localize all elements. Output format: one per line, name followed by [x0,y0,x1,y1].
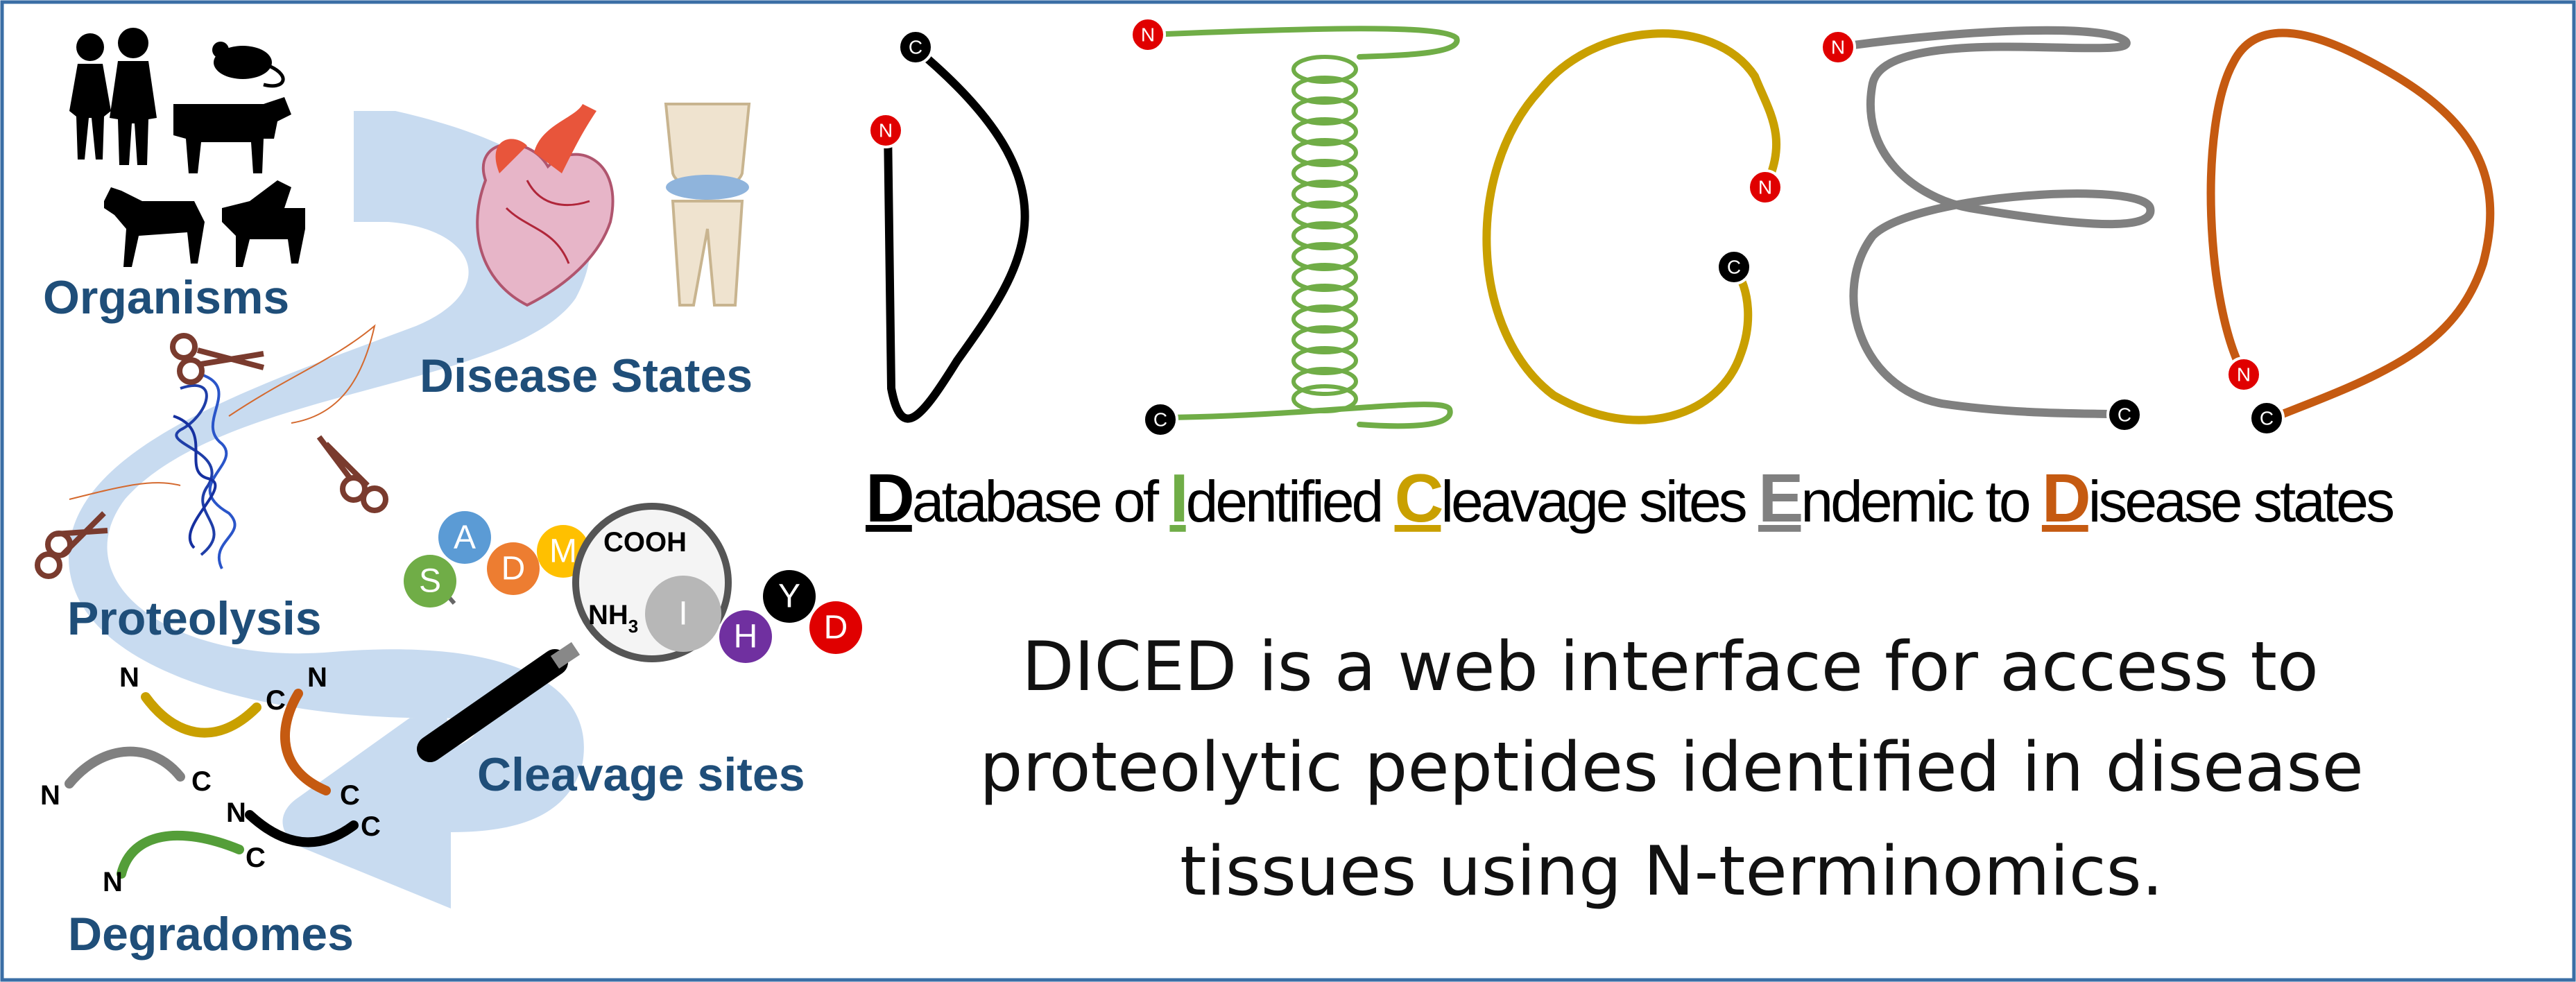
c-terminus-label: C [266,685,286,716]
cooh-label: COOH [603,527,687,558]
description-line-2: proteolytic peptides identified in disea… [979,728,2364,807]
c-tag-label: C [2118,404,2131,426]
label-degradomes: Degradomes [68,908,354,961]
amino-acid-label: D [824,610,848,646]
c-tag [898,29,934,65]
magnifier-icon [417,503,732,762]
n-tag [1130,17,1166,53]
c-tag [2106,397,2143,433]
logo-letter-i-coil [1291,55,1358,413]
logo-letter-d [884,44,1029,423]
label-organisms: Organisms [43,271,289,324]
degradome-termini: N C N N C C N C N C [40,662,381,897]
left-panel: Organisms Disease States [35,28,862,961]
n-terminus-label: N [103,867,123,897]
amino-acid-bead [404,555,456,608]
amino-acid-label: Y [778,578,800,615]
acronym-rest: isease states [2088,469,2393,534]
amino-acid-bead [809,601,862,654]
n-terminus-label: N [307,662,327,693]
amino-acid-bead [438,511,491,564]
amino-acid-label: S [419,563,441,600]
label-proteolysis: Proteolysis [67,592,322,645]
n-tag [1747,169,1783,205]
n-tag-label: N [1141,24,1155,46]
acronym-rest: ndemic to [1801,469,2042,534]
scissors-icon [35,511,108,579]
amino-acid-label: H [734,619,758,655]
acronym-expansion: Database of Identified Cleavage sites En… [866,460,2393,536]
logo-letter-i [1145,26,1460,429]
n-tag [868,112,904,148]
n-tag [1820,29,1856,65]
description-line-1: DICED is a web interface for access to [1022,628,2319,707]
c-terminus-label: C [361,811,381,842]
n-terminus-label: N [119,662,139,693]
n-tag-label: N [1758,177,1772,198]
n-tag-label: N [2237,364,2251,386]
n-terminus-label: N [40,780,60,811]
n-tag-label: N [879,120,893,141]
amino-acid-label: A [454,519,476,556]
acronym-cap-d2: D [2042,460,2088,536]
c-tag [1716,249,1752,285]
peptide-beads-right: H Y D [719,570,862,663]
scissors-icon [316,435,388,513]
nh3-label: NH3 [588,600,638,637]
c-terminus-label: C [246,843,266,873]
n-tag [2226,356,2262,393]
acronym-rest: leavage sites [1441,469,1758,534]
n-terminus-label: N [226,798,246,828]
workflow-s-arrow [68,111,590,908]
label-disease-states: Disease States [420,350,753,402]
c-tag-label: C [909,37,922,58]
degradome-fragments [65,689,359,879]
acronym-cap-i: I [1169,460,1185,536]
c-tag [1142,402,1178,438]
c-terminus-label: C [340,780,360,811]
peptide-beads: S A D M [404,511,590,608]
n-tag-label: N [1831,37,1845,58]
organisms-icon [69,28,305,267]
amino-acid-label: I [678,596,687,632]
amino-acid-bead [719,610,772,663]
amino-acid-label: M [549,533,577,570]
amino-acid-bead [487,542,540,595]
acronym-rest: dentified [1186,469,1395,534]
scissors-icon [170,333,265,385]
knee-joint-icon [664,103,751,307]
acronym-cap-d: D [866,460,912,536]
logo-letter-d2 [2206,28,2495,424]
label-cleavage-sites: Cleavage sites [477,748,805,801]
heart-icon [476,104,615,307]
description-line-3: tissues using N-terminomics. [1180,832,2163,911]
c-tag [2249,400,2285,436]
logo-letter-e [1834,26,2155,419]
logo-termini-tags: N C N C N C N C N C [868,17,2285,438]
c-tag-label: C [2260,408,2274,429]
amino-acid-bead [763,570,816,623]
acronym-cap-c: C [1395,460,1443,536]
protein-structure-icon [69,324,376,569]
c-tag-label: C [1727,257,1741,278]
logo-letter-c [1482,29,1781,424]
amino-acid-label: D [501,551,526,587]
acronym-cap-e: E [1758,460,1801,536]
diced-logo [884,26,2495,429]
c-terminus-label: C [191,766,212,797]
acronym-rest: atabase of [912,469,1170,534]
c-tag-label: C [1153,409,1167,431]
